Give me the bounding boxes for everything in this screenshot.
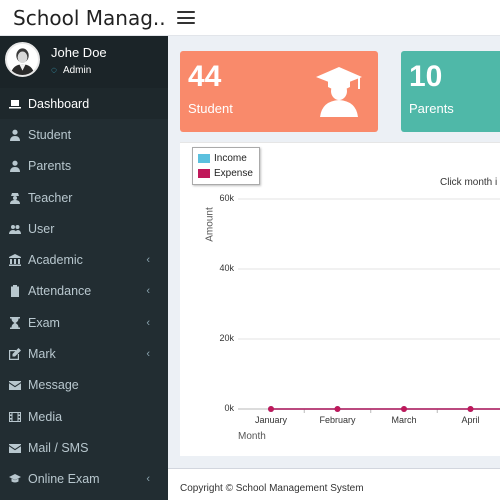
sidebar-item-attendance[interactable]: Attendance ‹: [0, 276, 168, 307]
circle-dot-icon: ◌: [51, 65, 57, 76]
sidebar-item-exam[interactable]: Exam ‹: [0, 307, 168, 338]
sidebar-item-teacher[interactable]: Teacher: [0, 182, 168, 213]
users-icon: [8, 222, 22, 236]
avatar: [5, 42, 40, 77]
user-role-label: Admin: [62, 65, 92, 76]
chevron-left-icon: ‹: [146, 473, 150, 486]
stat-parents-count: 10: [409, 60, 443, 93]
user-role: ◌ Admin: [51, 65, 107, 76]
sidebar-item-student[interactable]: Student: [0, 119, 168, 150]
sidebar-item-label: Mail / SMS: [28, 440, 89, 455]
sidebar-item-label: Online Exam: [28, 472, 100, 487]
x-axis-label: Month: [238, 431, 266, 442]
y-tick-label: 60k: [219, 193, 234, 203]
stat-student-count: 44: [188, 60, 222, 93]
laptop-icon: [8, 97, 22, 111]
university-icon: [8, 253, 22, 267]
clipboard-icon: [8, 284, 22, 298]
y-tick-label: 0k: [224, 403, 234, 413]
sidebar-menu: Dashboard Student Parents Teacher User Academ…: [0, 88, 168, 495]
sidebar-item-label: Student: [28, 127, 72, 142]
main-content: 44 Student 10 Parents Income Expense: [168, 36, 500, 468]
film-icon: [8, 410, 22, 424]
user-icon: [8, 128, 22, 142]
sidebar-item-parents[interactable]: Parents: [0, 151, 168, 182]
hamburger-icon[interactable]: [177, 11, 195, 24]
legend-item-income[interactable]: Income: [198, 151, 254, 166]
sidebar-item-label: Message: [28, 378, 79, 393]
sidebar: Johe Doe ◌ Admin Dashboard Student Parents…: [0, 36, 168, 500]
y-axis-label: Amount: [204, 207, 216, 242]
sidebar-item-academic[interactable]: Academic ‹: [0, 244, 168, 275]
x-tick-label: March: [391, 415, 417, 425]
sidebar-item-label: Academic: [28, 253, 83, 268]
edit-icon: [8, 347, 22, 361]
sidebar-item-label: Media: [28, 409, 63, 424]
x-tick-label: January: [254, 415, 288, 425]
sidebar-item-label: Parents: [28, 159, 72, 174]
chevron-left-icon: ‹: [146, 285, 150, 298]
chart-legend: Income Expense: [192, 147, 260, 185]
graduation-cap-icon: [8, 472, 22, 486]
sidebar-item-label: User: [28, 221, 55, 236]
top-header: School Manag..: [0, 0, 500, 36]
hourglass-icon: [8, 316, 22, 330]
chevron-left-icon: ‹: [146, 348, 150, 361]
data-point-expense[interactable]: [467, 406, 474, 412]
data-point-expense[interactable]: [334, 406, 341, 412]
stat-parents-label: Parents: [409, 101, 454, 116]
sidebar-item-label: Exam: [28, 315, 60, 330]
chevron-left-icon: ‹: [146, 254, 150, 267]
legend-swatch-income: [198, 154, 210, 163]
user-name: Johe Doe: [51, 45, 107, 60]
footer: Copyright © School Management System: [168, 468, 500, 500]
chart-hint: Click month i: [440, 177, 498, 188]
x-tick-label: February: [319, 415, 356, 425]
sidebar-item-dashboard[interactable]: Dashboard: [0, 88, 168, 120]
stat-parents-card[interactable]: 10 Parents: [401, 51, 500, 132]
app-title[interactable]: School Manag..: [13, 5, 166, 30]
x-tick-label: April: [461, 415, 480, 425]
data-point-expense[interactable]: [401, 406, 407, 412]
envelope-icon: [8, 441, 22, 455]
sidebar-item-media[interactable]: Media: [0, 401, 168, 432]
user-panel: Johe Doe ◌ Admin: [0, 36, 168, 88]
sidebar-item-message[interactable]: Message: [0, 370, 168, 401]
sidebar-item-label: Attendance: [28, 284, 92, 299]
legend-label-income: Income: [214, 153, 247, 164]
envelope-icon: [8, 378, 22, 392]
income-expense-chart: Income Expense Click month i Amount 0k 20…: [180, 142, 500, 456]
sidebar-item-user[interactable]: User: [0, 213, 168, 244]
legend-item-expense[interactable]: Expense: [198, 166, 254, 181]
user-secret-icon: [8, 191, 22, 205]
sidebar-item-label: Mark: [28, 347, 56, 362]
stat-student-label: Student: [188, 101, 233, 116]
sidebar-item-mail-sms[interactable]: Mail / SMS: [0, 432, 168, 463]
chart-plot-area: [238, 198, 500, 413]
stat-student-card[interactable]: 44 Student: [180, 51, 378, 132]
sidebar-item-online-exam[interactable]: Online Exam ‹: [0, 464, 168, 495]
user-icon: [8, 159, 22, 173]
sidebar-item-label: Dashboard: [28, 96, 90, 111]
y-tick-label: 40k: [219, 263, 234, 273]
chevron-left-icon: ‹: [146, 316, 150, 329]
graduate-icon: [314, 65, 364, 117]
y-tick-label: 20k: [219, 333, 234, 343]
legend-swatch-expense: [198, 169, 210, 178]
sidebar-item-mark[interactable]: Mark ‹: [0, 338, 168, 369]
data-point-expense[interactable]: [268, 406, 274, 412]
legend-label-expense: Expense: [214, 168, 253, 179]
sidebar-item-label: Teacher: [28, 190, 73, 205]
